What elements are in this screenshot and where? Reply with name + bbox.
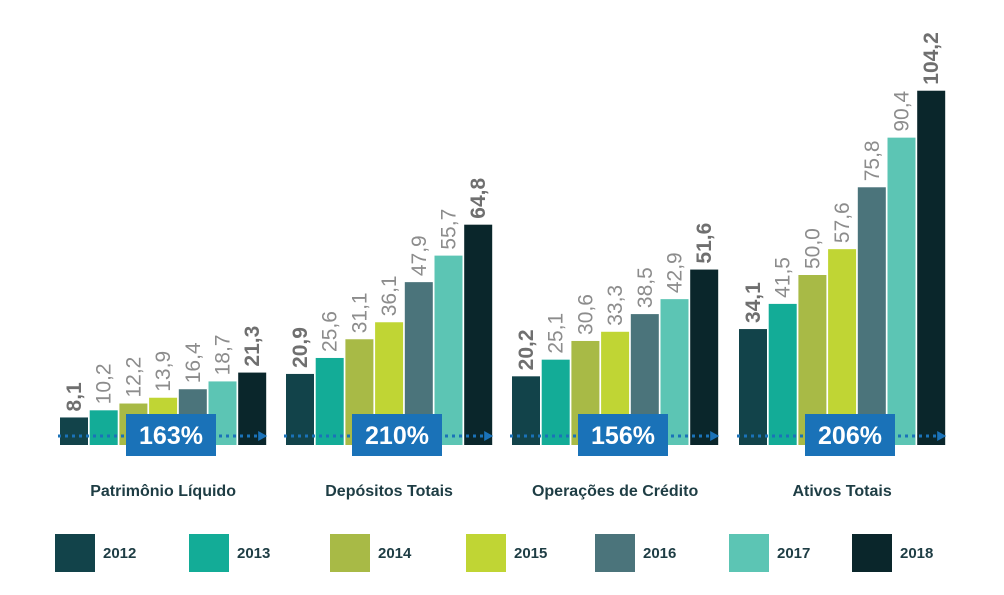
bar-depositos-totais-2013 — [315, 357, 344, 445]
growth-box-operacoes-de-credito — [578, 414, 668, 456]
legend-swatch-2015 — [466, 534, 506, 572]
bar-depositos-totais-2012 — [286, 373, 314, 445]
growth-arrow-head-ativos-totais — [937, 431, 947, 441]
growth-box-ativos-totais — [805, 414, 895, 456]
growth-label-ativos-totais: 206% — [818, 422, 882, 450]
category-label-ativos-totais: Ativos Totais — [792, 483, 891, 500]
value-label-ativos-totais-2017: 90,4 — [891, 90, 914, 131]
legend: 2012 2013 2014 2015 2016 2017 2018 — [55, 534, 933, 572]
value-label-patrimonio-liquido-2013: 10,2 — [93, 363, 116, 404]
category-label-patrimonio-liquido: Patrimônio Líquido — [90, 483, 236, 500]
growth-label-depositos-totais: 210% — [365, 422, 429, 450]
legend-label-2015: 2015 — [514, 545, 547, 562]
category-labels: Patrimônio Líquido Depósitos Totais Operaç… — [90, 483, 892, 500]
bar-operacoes-de-credito-2012 — [512, 376, 540, 445]
legend-swatch-2017 — [729, 534, 769, 572]
value-label-patrimonio-liquido-2018: 21,3 — [241, 326, 264, 367]
bar-ativos-totais-2018 — [917, 90, 946, 445]
value-label-depositos-totais-2014: 31,1 — [348, 292, 371, 333]
value-label-operacoes-de-credito-2012: 20,2 — [515, 329, 538, 370]
growth-label-patrimonio-liquido: 163% — [139, 422, 203, 450]
legend-swatch-2013 — [189, 534, 229, 572]
growth-box-patrimonio-liquido — [126, 414, 216, 456]
growth-label-operacoes-de-credito: 156% — [591, 422, 655, 450]
value-label-depositos-totais-2017: 55,7 — [438, 209, 461, 250]
category-label-operacoes-de-credito: Operações de Crédito — [532, 483, 699, 500]
value-label-operacoes-de-credito-2015: 33,3 — [604, 285, 627, 326]
value-label-depositos-totais-2018: 64,8 — [467, 177, 490, 218]
legend-label-2018: 2018 — [900, 545, 933, 562]
value-label-operacoes-de-credito-2017: 42,9 — [664, 252, 687, 293]
legend-label-2014: 2014 — [378, 545, 412, 562]
value-label-patrimonio-liquido-2014: 12,2 — [122, 357, 145, 398]
value-label-operacoes-de-credito-2013: 25,1 — [545, 313, 568, 354]
legend-label-2016: 2016 — [643, 545, 676, 562]
value-label-depositos-totais-2012: 20,9 — [289, 327, 312, 368]
value-label-depositos-totais-2015: 36,1 — [378, 275, 401, 316]
bar-depositos-totais-2017 — [434, 255, 463, 445]
value-label-ativos-totais-2015: 57,6 — [831, 202, 854, 243]
category-label-depositos-totais: Depósitos Totais — [325, 483, 453, 500]
bar-operacoes-de-credito-2018 — [690, 269, 719, 445]
value-label-operacoes-de-credito-2016: 38,5 — [634, 267, 657, 308]
bar-patrimonio-liquido-2012 — [60, 417, 88, 445]
value-label-patrimonio-liquido-2015: 13,9 — [152, 351, 175, 392]
value-label-ativos-totais-2014: 50,0 — [801, 228, 824, 269]
growth-arrow-head-depositos-totais — [484, 431, 494, 441]
bar-ativos-totais-2015 — [828, 249, 857, 445]
legend-label-2017: 2017 — [777, 545, 810, 562]
bar-ativos-totais-2012 — [739, 329, 767, 445]
legend-label-2012: 2012 — [103, 545, 136, 562]
growth-box-depositos-totais — [352, 414, 442, 456]
value-label-depositos-totais-2013: 25,6 — [319, 311, 342, 352]
growth-arrow-head-operacoes-de-credito — [710, 431, 720, 441]
bar-depositos-totais-2018 — [464, 224, 493, 445]
value-label-ativos-totais-2013: 41,5 — [772, 257, 795, 298]
value-labels: 8,1 10,2 12,2 13,9 16,4 18,7 21,3 20,9 25,6 31,1 3… — [63, 32, 943, 411]
value-label-patrimonio-liquido-2016: 16,4 — [182, 342, 205, 383]
legend-swatch-2012 — [55, 534, 95, 572]
value-label-operacoes-de-credito-2014: 30,6 — [574, 294, 597, 335]
legend-swatch-2016 — [595, 534, 635, 572]
legend-label-2013: 2013 — [237, 545, 270, 562]
value-label-patrimonio-liquido-2017: 18,7 — [212, 335, 235, 376]
bar-ativos-totais-2013 — [768, 303, 797, 445]
legend-swatch-2014 — [330, 534, 370, 572]
bar-ativos-totais-2016 — [857, 187, 886, 445]
value-label-patrimonio-liquido-2012: 8,1 — [63, 382, 86, 412]
growth-overlays: 163% 210% 156% 206% — [58, 414, 947, 456]
bar-operacoes-de-credito-2013 — [541, 359, 570, 445]
bar-patrimonio-liquido-2013 — [89, 410, 118, 445]
bar-ativos-totais-2017 — [887, 137, 916, 445]
value-label-depositos-totais-2016: 47,9 — [408, 235, 431, 276]
value-label-ativos-totais-2018: 104,2 — [920, 32, 943, 85]
growth-arrow-head-patrimonio-liquido — [258, 431, 268, 441]
value-label-operacoes-de-credito-2018: 51,6 — [693, 223, 716, 264]
legend-swatch-2018 — [852, 534, 892, 572]
value-label-ativos-totais-2016: 75,8 — [861, 140, 884, 181]
value-label-ativos-totais-2012: 34,1 — [742, 282, 765, 323]
